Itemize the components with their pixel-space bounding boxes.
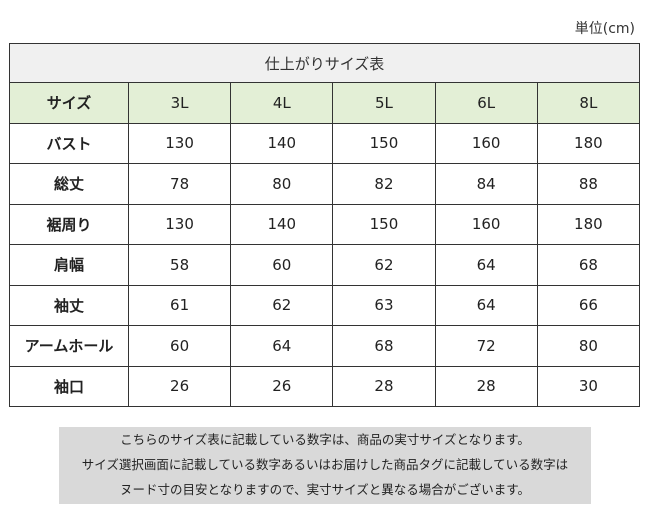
row-label: 袖口 [9,365,129,407]
table-cell: 82 [332,163,436,205]
table-cell: 150 [332,203,436,245]
table-cell: 140 [230,203,334,245]
table-cell: 130 [127,122,232,164]
table-cell: 66 [536,284,641,326]
table-cell: 64 [434,284,538,326]
table-cell: 64 [434,244,538,286]
row-label: バスト [9,122,129,164]
table-cell: 140 [230,122,334,164]
table-row: 肩幅 58 60 62 64 68 [9,244,641,286]
table-cell: 84 [434,163,538,205]
table-cell: 78 [127,163,232,205]
table-cell: 63 [332,284,436,326]
table-title: 仕上がりサイズ表 [9,43,640,83]
table-cell: 180 [536,203,641,245]
table-cell: 26 [230,365,334,407]
table-row: 総丈 78 80 82 84 88 [9,163,641,205]
table-cell: 180 [536,122,641,164]
table-cell: 28 [434,365,538,407]
table-cell: 68 [536,244,641,286]
header-size-8l: 8L [536,82,641,124]
table-cell: 72 [434,325,538,367]
table-row: バスト 130 140 150 160 180 [9,122,641,164]
table-cell: 160 [434,122,538,164]
table-cell: 62 [230,284,334,326]
table-cell: 68 [332,325,436,367]
table-cell: 130 [127,203,232,245]
unit-label: 単位(cm) [574,21,635,37]
row-label: アームホール [9,325,129,367]
table-cell: 30 [536,365,641,407]
table-cell: 28 [332,365,436,407]
row-label: 総丈 [9,163,129,205]
header-size-label: サイズ [9,82,129,124]
row-label: 肩幅 [9,244,129,286]
note-line: サイズ選択画面に記載している数字あるいはお届けした商品タグに記載している数字は [81,457,569,472]
table-row: 裾周り 130 140 150 160 180 [9,203,641,245]
table-cell: 150 [332,122,436,164]
table-cell: 61 [127,284,232,326]
row-label: 裾周り [9,203,129,245]
table-row: アームホール 60 64 68 72 80 [9,325,641,367]
table-header-row: サイズ 3L 4L 5L 6L 8L [9,82,641,124]
table-row: 袖口 26 26 28 28 30 [9,365,641,407]
table-row: 袖丈 61 62 63 64 66 [9,284,641,326]
header-size-3l: 3L [127,82,232,124]
table-cell: 60 [127,325,232,367]
table-cell: 88 [536,163,641,205]
size-note-box: こちらのサイズ表に記載している数字は、商品の実寸サイズとなります。 サイズ選択画… [59,427,591,504]
header-size-6l: 6L [434,82,538,124]
table-cell: 64 [230,325,334,367]
table-cell: 160 [434,203,538,245]
row-label: 袖丈 [9,284,129,326]
header-size-4l: 4L [230,82,334,124]
table-cell: 62 [332,244,436,286]
size-table: 仕上がりサイズ表 サイズ 3L 4L 5L 6L 8L バスト 130 140 … [9,43,641,407]
table-cell: 58 [127,244,232,286]
note-line: ヌード寸の目安となりますので、実寸サイズと異なる場合がございます。 [119,482,530,497]
table-cell: 60 [230,244,334,286]
table-cell: 80 [230,163,334,205]
table-cell: 80 [536,325,641,367]
header-size-5l: 5L [332,82,436,124]
table-title-row: 仕上がりサイズ表 [9,43,640,83]
table-cell: 26 [127,365,232,407]
note-line: こちらのサイズ表に記載している数字は、商品の実寸サイズとなります。 [120,432,530,447]
